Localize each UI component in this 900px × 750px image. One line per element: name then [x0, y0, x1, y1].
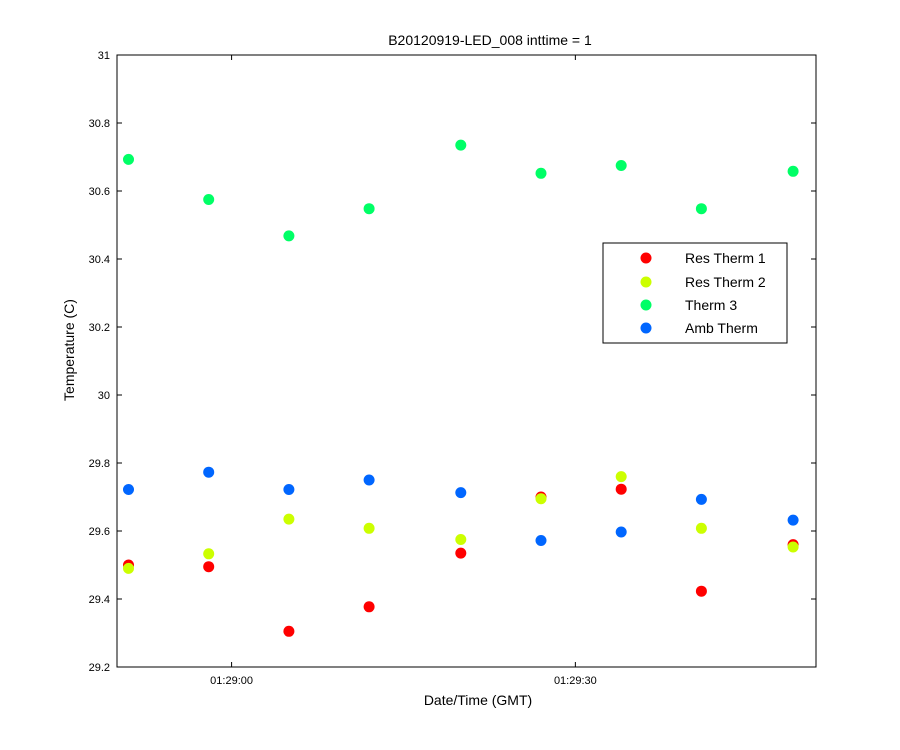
x-tick-label: 01:29:30 — [554, 675, 597, 687]
point-therm-3 — [203, 194, 215, 205]
point-res-therm-1 — [363, 601, 375, 613]
y-tick-label: 29.4 — [89, 594, 110, 606]
point-amb-therm — [123, 484, 134, 495]
point-therm-3 — [363, 203, 375, 215]
legend-label-therm-3: Therm 3 — [685, 297, 737, 313]
legend-label-amb-therm: Amb Therm — [685, 320, 758, 336]
point-therm-3 — [535, 167, 547, 179]
chart-title: B20120919-LED_008 inttime = 1 — [388, 32, 592, 48]
legend-marker-therm-3 — [640, 299, 652, 311]
point-amb-therm — [615, 526, 627, 538]
point-therm-3 — [695, 203, 707, 215]
point-amb-therm — [787, 514, 799, 526]
point-res-therm-2 — [283, 513, 295, 525]
x-tick-label: 01:29:00 — [210, 675, 253, 687]
point-res-therm-2 — [363, 522, 375, 534]
plot-area — [116, 54, 817, 668]
point-res-therm-1 — [615, 483, 627, 495]
y-tick-label: 30 — [98, 390, 110, 402]
point-res-therm-2 — [787, 541, 799, 553]
point-therm-3 — [615, 160, 627, 171]
point-res-therm-2 — [203, 548, 215, 560]
point-amb-therm — [695, 493, 707, 505]
x-axis-label: Date/Time (GMT) — [424, 692, 532, 708]
point-amb-therm — [535, 535, 547, 546]
point-res-therm-1 — [283, 625, 295, 637]
x-axis-ticks: 01:29:00 01:29:30 — [210, 55, 597, 687]
y-axis-ticks: 29.2 29.4 29.6 29.8 30 30.2 30.4 30.6 30.8 31 — [89, 50, 816, 674]
point-res-therm-2 — [615, 471, 627, 483]
point-therm-3 — [455, 139, 467, 151]
point-amb-therm — [203, 466, 215, 478]
data-points — [123, 139, 799, 637]
point-amb-therm — [283, 484, 295, 495]
y-tick-label: 30.4 — [89, 254, 110, 266]
point-res-therm-2 — [695, 522, 707, 534]
point-res-therm-2 — [535, 493, 547, 505]
y-tick-label: 31 — [98, 50, 110, 62]
y-tick-label: 29.6 — [89, 526, 110, 538]
y-tick-label: 30.8 — [89, 118, 110, 130]
y-tick-label: 30.2 — [89, 322, 110, 334]
y-tick-label: 30.6 — [89, 186, 110, 198]
point-amb-therm — [363, 474, 375, 486]
point-therm-3 — [787, 165, 799, 177]
point-therm-3 — [123, 153, 134, 165]
legend-label-res-therm-2: Res Therm 2 — [685, 274, 766, 290]
legend-label-res-therm-1: Res Therm 1 — [685, 250, 766, 266]
y-tick-label: 29.8 — [89, 458, 110, 470]
legend-marker-amb-therm — [640, 322, 652, 334]
legend-marker-res-therm-1 — [640, 252, 652, 264]
point-res-therm-2 — [123, 562, 134, 574]
point-res-therm-1 — [203, 561, 215, 573]
point-res-therm-1 — [695, 585, 707, 597]
legend-marker-res-therm-2 — [640, 276, 652, 288]
point-amb-therm — [455, 487, 467, 499]
legend: Res Therm 1 Res Therm 2 Therm 3 Amb Ther… — [602, 242, 788, 344]
point-therm-3 — [283, 230, 295, 242]
point-res-therm-2 — [455, 534, 467, 545]
y-axis-label: Temperature (C) — [61, 299, 77, 401]
legend-box — [602, 242, 788, 344]
point-res-therm-1 — [455, 547, 467, 559]
y-tick-label: 29.2 — [89, 662, 110, 674]
